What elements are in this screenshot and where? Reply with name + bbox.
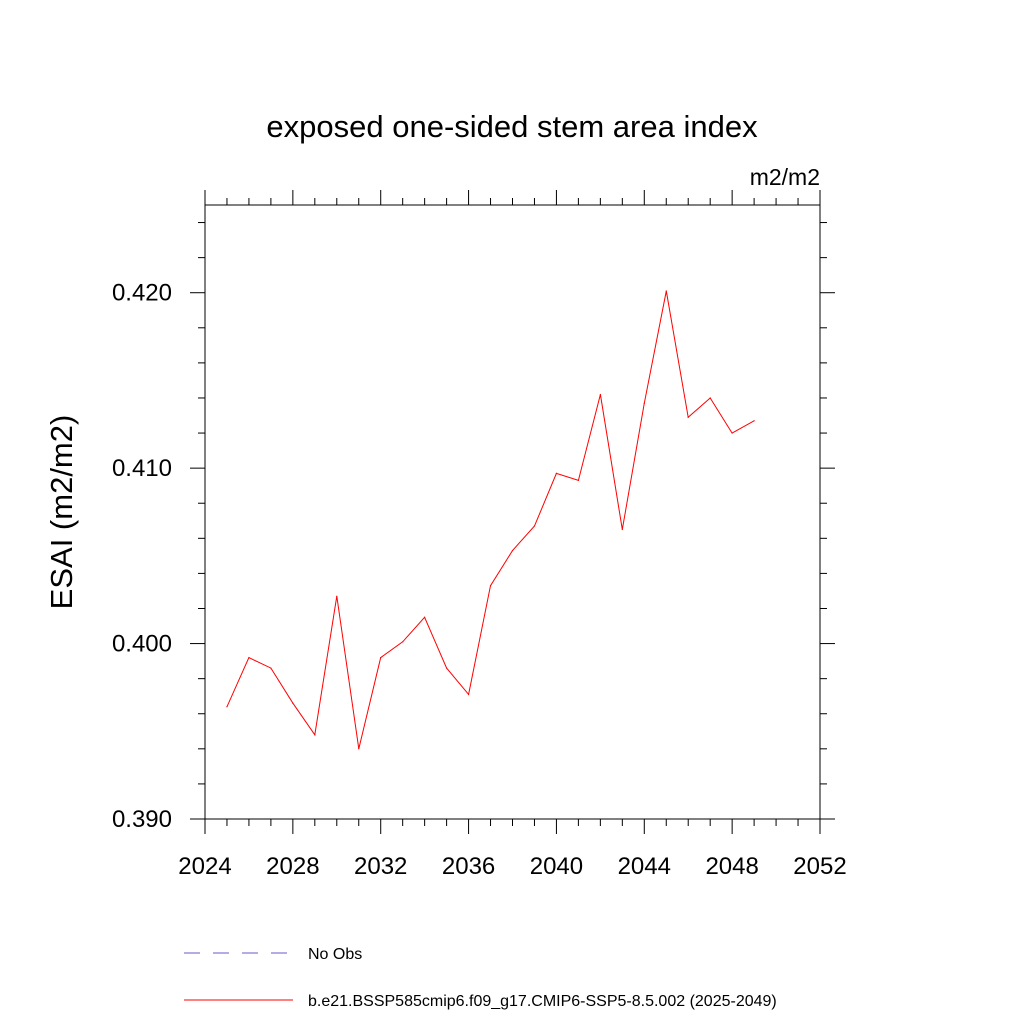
data-point xyxy=(533,525,536,527)
legend-label: b.e21.BSSP585cmip6.f09_g17.CMIP6-SSP5-8.… xyxy=(308,993,777,1010)
x-tick-label: 2048 xyxy=(705,853,758,880)
data-point xyxy=(687,416,689,418)
y-tick-label: 0.420 xyxy=(112,280,172,307)
data-point xyxy=(709,397,711,399)
data-point xyxy=(380,657,382,659)
y-tick-labels: 0.390 0.400 0.410 0.420 xyxy=(112,280,172,833)
x-tick-label: 2024 xyxy=(178,853,231,880)
y-tick-label: 0.390 xyxy=(112,806,172,833)
data-point xyxy=(643,402,645,404)
x-tick-label: 2040 xyxy=(530,853,583,880)
legend-label: No Obs xyxy=(308,946,362,963)
y-axis-label: ESAI (m2/m2) xyxy=(44,415,79,610)
data-point xyxy=(424,616,426,618)
plot-frame xyxy=(204,204,821,820)
units-label: m2/m2 xyxy=(750,164,820,190)
x-tick-label: 2028 xyxy=(266,853,319,880)
data-point xyxy=(402,641,404,643)
series-line xyxy=(226,290,755,749)
data-point xyxy=(621,528,623,531)
data-point xyxy=(511,549,514,552)
x-tick-label: 2044 xyxy=(618,853,671,880)
data-point xyxy=(226,706,228,708)
x-tick-label: 2052 xyxy=(793,853,846,880)
x-tick-labels: 2024 2028 2032 2036 2040 2044 2048 2052 xyxy=(178,853,846,880)
data-point xyxy=(314,734,316,736)
data-point xyxy=(489,585,492,587)
y-tick-label: 0.410 xyxy=(112,455,172,482)
data-point xyxy=(467,693,470,696)
x-tick-label: 2036 xyxy=(442,853,495,880)
data-point xyxy=(599,393,601,396)
data-point xyxy=(665,290,667,292)
y-tick-label: 0.400 xyxy=(112,631,172,658)
x-tick-label: 2032 xyxy=(354,853,407,880)
chart-title: exposed one-sided stem area index xyxy=(266,109,758,144)
data-point xyxy=(270,667,272,669)
data-point xyxy=(577,479,579,482)
axis-ticks xyxy=(190,190,835,834)
data-point xyxy=(292,702,294,704)
data-point xyxy=(555,472,558,475)
data-point xyxy=(753,420,755,422)
data-point xyxy=(336,595,338,597)
data-point xyxy=(248,657,250,659)
series-group xyxy=(226,290,755,750)
data-point xyxy=(731,432,733,434)
legend: No Obs b.e21.BSSP585cmip6.f09_g17.CMIP6-S… xyxy=(184,946,777,1010)
data-point xyxy=(358,748,360,750)
data-point xyxy=(446,667,448,669)
